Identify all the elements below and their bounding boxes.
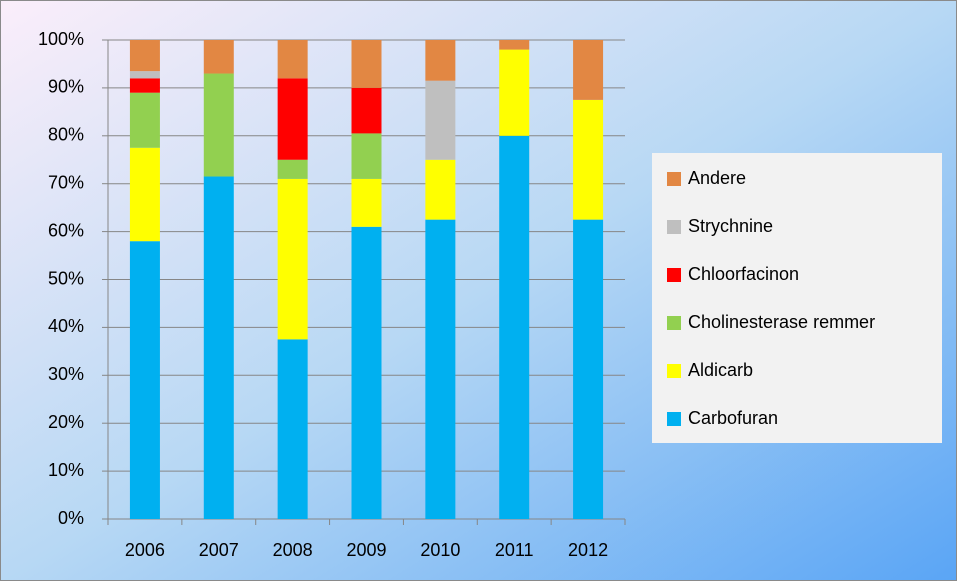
x-tick-label: 2009 — [346, 540, 386, 560]
bar-segment — [129, 241, 160, 519]
bar-segment — [425, 40, 456, 81]
bar-segment — [573, 219, 604, 519]
bar-segment — [351, 87, 382, 134]
legend-label: Carbofuran — [688, 408, 778, 428]
legend-swatch — [667, 172, 681, 186]
bar-segment — [499, 40, 530, 50]
y-tick-label: 70% — [48, 172, 84, 192]
y-tick-label: 40% — [48, 316, 84, 336]
y-tick-label: 10% — [48, 460, 84, 480]
y-tick-label: 60% — [48, 220, 84, 240]
bar-segment — [425, 219, 456, 519]
bar-segment — [425, 159, 456, 220]
bar-segment — [277, 40, 308, 79]
bar-segment — [351, 40, 382, 88]
legend-label: Cholinesterase remmer — [688, 312, 875, 332]
y-tick-label: 80% — [48, 125, 84, 145]
bar-segment — [277, 78, 308, 160]
x-tick-label: 2008 — [273, 540, 313, 560]
x-tick-label: 2007 — [199, 540, 239, 560]
bar-segment — [129, 40, 160, 72]
y-tick-label: 100% — [38, 29, 84, 49]
legend-swatch — [667, 316, 681, 330]
bar-segment — [203, 73, 234, 177]
bar-segment — [351, 133, 382, 179]
y-tick-label: 30% — [48, 364, 84, 384]
legend-label: Andere — [688, 168, 746, 188]
legend-label: Aldicarb — [688, 360, 753, 380]
bar-segment — [129, 92, 160, 148]
y-tick-label: 0% — [58, 508, 84, 528]
bar-segment — [277, 159, 308, 179]
bar-segment — [573, 99, 604, 220]
x-tick-label: 2006 — [125, 540, 165, 560]
bar-segment — [499, 49, 530, 136]
bar-segment — [129, 78, 160, 93]
legend-swatch — [667, 220, 681, 234]
x-tick-label: 2012 — [568, 540, 608, 560]
x-tick-label: 2010 — [420, 540, 460, 560]
bar-segment — [351, 226, 382, 519]
bar-segment — [277, 339, 308, 519]
legend-swatch — [667, 364, 681, 378]
legend-swatch — [667, 268, 681, 282]
bar-segment — [203, 176, 234, 519]
bar-segment — [129, 71, 160, 79]
bar-segment — [351, 178, 382, 227]
bar-segment — [203, 40, 234, 74]
legend-box — [652, 153, 942, 443]
y-tick-label: 20% — [48, 412, 84, 432]
bar-segment — [277, 178, 308, 340]
legend-label: Chloorfacinon — [688, 264, 799, 284]
bar-segment — [573, 40, 604, 100]
bar-segment — [499, 135, 530, 520]
y-tick-label: 90% — [48, 77, 84, 97]
bar-segment — [425, 80, 456, 160]
y-tick-label: 50% — [48, 268, 84, 288]
legend-swatch — [667, 412, 681, 426]
x-tick-label: 2011 — [495, 540, 534, 560]
legend-label: Strychnine — [688, 216, 773, 236]
bar-segment — [129, 147, 160, 242]
